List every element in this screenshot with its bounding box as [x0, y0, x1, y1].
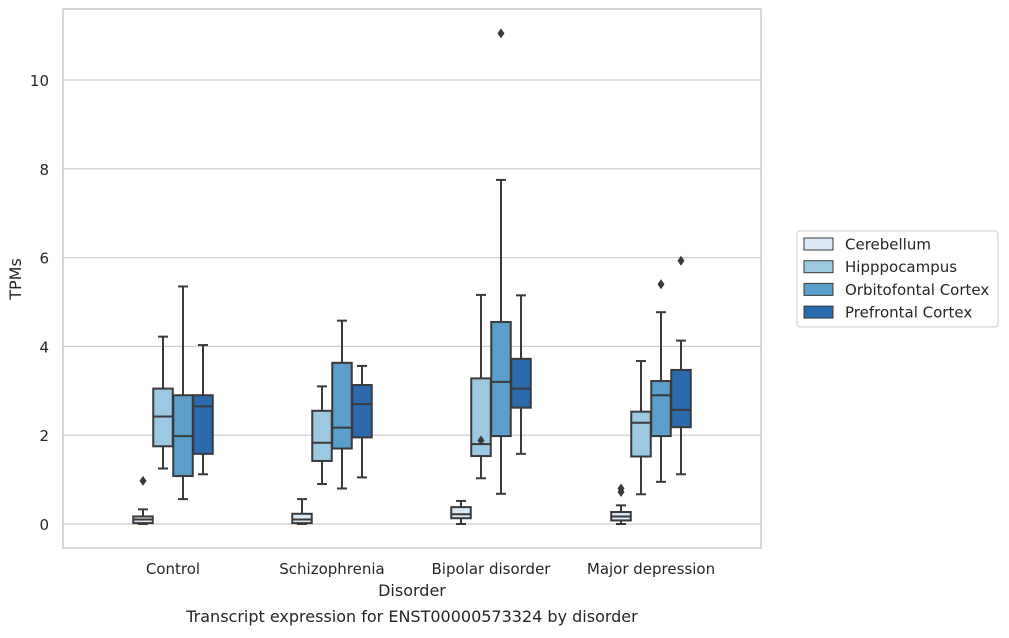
legend-swatch: [804, 261, 833, 273]
y-tick-label: 0: [39, 516, 49, 534]
x-tick-label: Schizophrenia: [279, 560, 384, 578]
y-tick-labels: 0 2 4 6 8 10: [30, 72, 49, 534]
y-tick-label: 4: [39, 338, 49, 356]
box-iqr: [312, 411, 332, 461]
x-tick-label: Major depression: [587, 560, 715, 578]
x-axis-label: Disorder: [378, 581, 446, 600]
box-iqr: [491, 322, 511, 436]
y-tick-label: 2: [39, 427, 49, 445]
y-axis-label: TPMs: [6, 258, 25, 301]
legend-label: Prefrontal Cortex: [845, 304, 972, 322]
box-iqr: [332, 363, 352, 449]
box-iqr: [651, 381, 671, 436]
legend-label: Hipppocampus: [845, 258, 957, 276]
y-tick-label: 8: [39, 161, 49, 179]
y-tick-label: 6: [39, 250, 49, 268]
box-iqr: [451, 507, 471, 518]
legend: Cerebellum Hipppocampus Orbitofontal Corte…: [797, 231, 998, 327]
box-iqr: [631, 412, 651, 457]
x-tick-labels: Control Schizophrenia Bipolar disorder Majo…: [146, 560, 715, 578]
y-tick-label: 10: [30, 72, 49, 90]
chart-svg: 0 2 4 6 8 10 Control Schizophrenia Bipolar diso…: [0, 0, 1009, 634]
legend-swatch: [804, 283, 833, 295]
plot-area: [63, 9, 761, 548]
box-iqr: [292, 514, 312, 523]
legend-label: Orbitofontal Cortex: [845, 281, 989, 299]
box-iqr: [352, 385, 372, 437]
legend-label: Cerebellum: [845, 236, 931, 254]
x-tick-label: Control: [146, 560, 200, 578]
box-iqr: [511, 359, 531, 408]
box-iqr: [193, 395, 213, 454]
legend-swatch: [804, 306, 833, 318]
boxplot-chart: 0 2 4 6 8 10 Control Schizophrenia Bipolar diso…: [0, 0, 1009, 634]
legend-swatch: [804, 238, 833, 250]
figure-caption: Transcript expression for ENST0000057332…: [185, 607, 638, 626]
x-tick-label: Bipolar disorder: [432, 560, 552, 578]
box-iqr: [671, 370, 691, 427]
